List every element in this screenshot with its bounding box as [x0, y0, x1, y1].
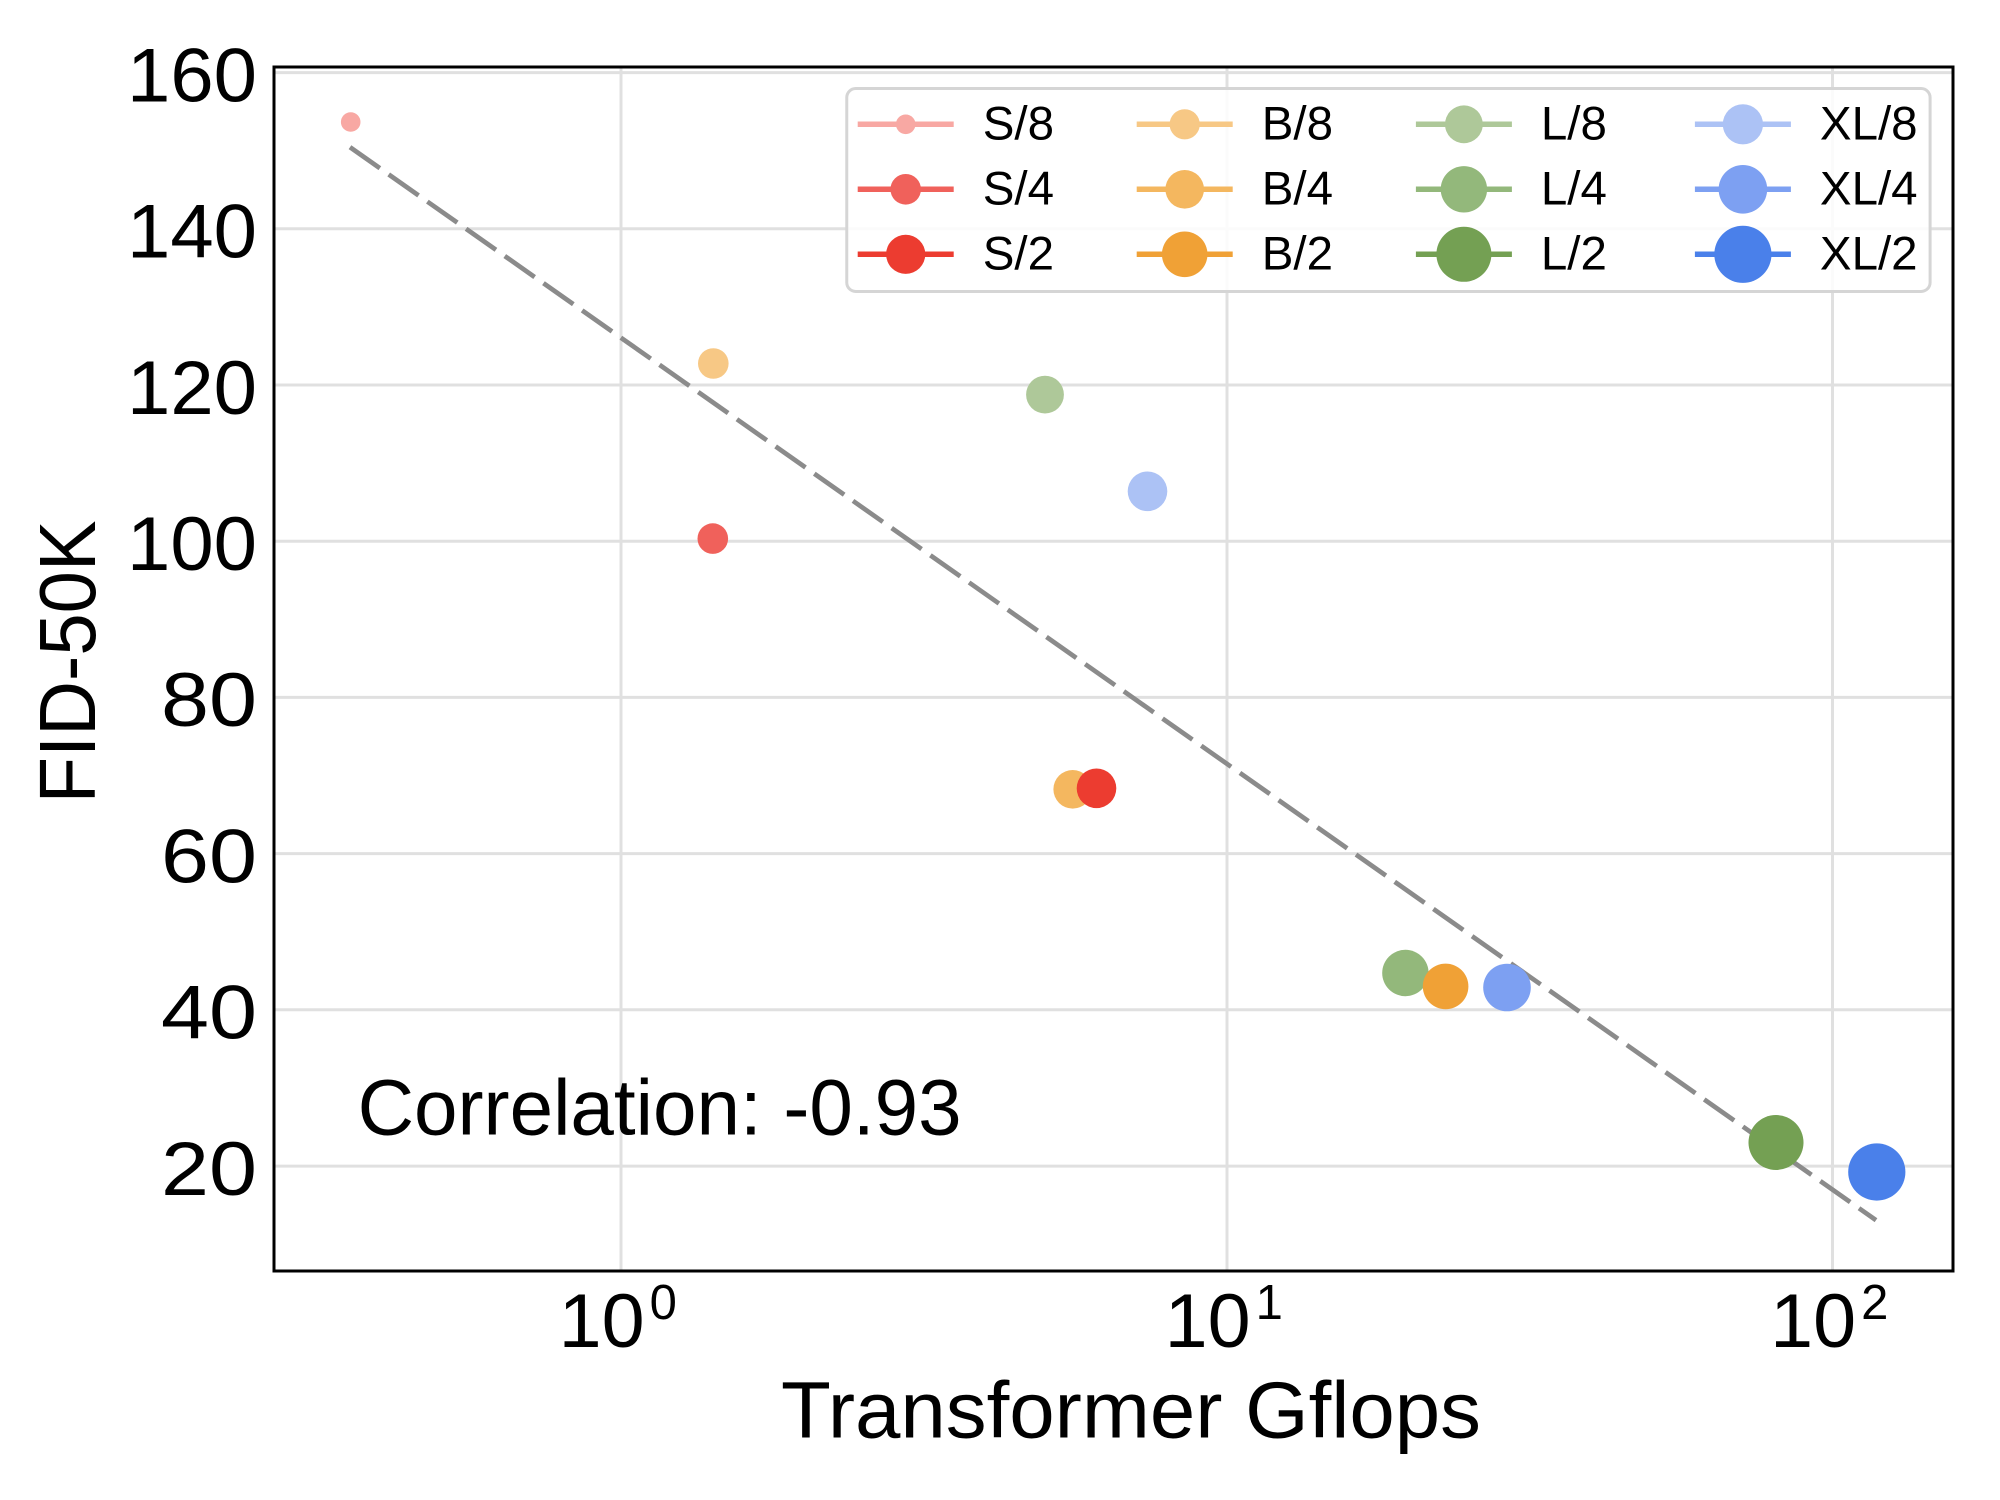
svg-text:60: 60	[161, 814, 257, 899]
svg-text:102: 10 2	[1770, 1276, 1888, 1364]
svg-text:80: 80	[161, 658, 257, 743]
svg-text:L/8: L/8	[1541, 98, 1607, 151]
svg-text:20: 20	[161, 1127, 257, 1212]
svg-text:S/8: S/8	[983, 98, 1054, 151]
svg-text:100: 100	[559, 1276, 677, 1364]
svg-text:140: 140	[127, 190, 257, 275]
svg-text:120: 120	[127, 346, 257, 431]
svg-text:160: 160	[127, 33, 257, 118]
svg-text:S/2: S/2	[983, 228, 1054, 281]
svg-text:B/8: B/8	[1262, 98, 1333, 151]
svg-text:Transformer Gflops: Transformer Gflops	[781, 1365, 1481, 1454]
svg-text:100: 100	[127, 502, 257, 587]
svg-text:Correlation: -0.93: Correlation: -0.93	[358, 1063, 962, 1152]
svg-text:XL/2: XL/2	[1820, 228, 1918, 281]
svg-text:XL/8: XL/8	[1820, 98, 1918, 151]
svg-text:FID-50K: FID-50K	[23, 520, 112, 803]
svg-text:101: 10 1	[1165, 1276, 1283, 1364]
svg-text:L/2: L/2	[1541, 228, 1607, 281]
svg-text:XL/4: XL/4	[1820, 163, 1918, 216]
svg-text:S/4: S/4	[983, 163, 1054, 216]
svg-text:40: 40	[161, 971, 257, 1056]
svg-text:B/4: B/4	[1262, 163, 1333, 216]
svg-text:L/4: L/4	[1541, 163, 1607, 216]
svg-text:B/2: B/2	[1262, 228, 1333, 281]
